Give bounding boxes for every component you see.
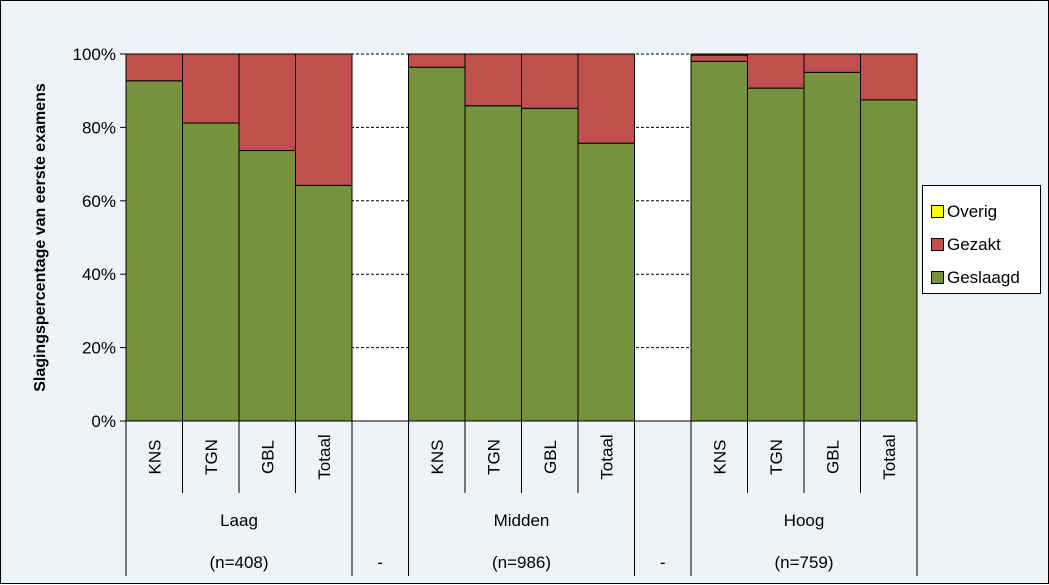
x-tick-label: GBL <box>823 440 842 474</box>
x-tick-label: TGN <box>767 439 786 475</box>
group-n-label: - <box>660 553 666 572</box>
y-tick-label: 0% <box>91 412 116 431</box>
bar-gezakt <box>238 53 296 152</box>
y-tick-label: 40% <box>82 265 116 284</box>
x-tick-label: Totaal <box>315 434 334 479</box>
legend-label-geslaagd: Geslaagd <box>947 267 1020 287</box>
group-label: Laag <box>220 511 258 530</box>
bar-geslaagd <box>747 87 805 422</box>
x-tick-label: KNS <box>428 440 447 475</box>
bar-geslaagd <box>577 142 635 422</box>
bar-geslaagd <box>464 105 522 422</box>
bar-gezakt <box>464 53 522 107</box>
bar-geslaagd <box>803 71 861 422</box>
bar-gezakt <box>521 53 579 109</box>
bar-geslaagd <box>295 184 353 422</box>
bar-geslaagd <box>408 66 466 422</box>
group-label: Midden <box>494 511 550 530</box>
bar-geslaagd <box>238 150 296 422</box>
legend-item-gezakt: Gezakt <box>923 228 1040 261</box>
y-tick-label: 80% <box>82 118 116 137</box>
bar-gezakt <box>125 53 183 82</box>
bar-gezakt <box>803 53 861 73</box>
bar-geslaagd <box>860 99 918 422</box>
group-n-label: (n=759) <box>774 553 833 572</box>
group-n-label: - <box>377 553 383 572</box>
bar-gezakt <box>747 53 805 89</box>
legend-label-overig: Overig <box>947 201 998 221</box>
bar-gezakt <box>690 54 748 62</box>
bar-gezakt <box>182 53 240 124</box>
bar-gezakt <box>295 53 353 186</box>
bar-geslaagd <box>521 107 579 422</box>
x-tick-label: Totaal <box>597 434 616 479</box>
bar-geslaagd <box>125 80 183 422</box>
y-tick-label: 20% <box>82 339 116 358</box>
x-tick-label: KNS <box>145 440 164 475</box>
bar-gezakt <box>408 53 466 68</box>
x-tick-label: TGN <box>484 439 503 475</box>
legend-swatch-geslaagd <box>931 271 944 284</box>
group-n-label: (n=986) <box>492 553 551 572</box>
legend-item-geslaagd: Geslaagd <box>923 261 1040 294</box>
bar-geslaagd <box>182 122 240 422</box>
x-tick-label: Totaal <box>880 434 899 479</box>
legend-swatch-gezakt <box>931 238 944 251</box>
y-tick-label: 100% <box>73 45 116 64</box>
bar-overig <box>690 53 748 56</box>
y-tick-label: 60% <box>82 192 116 211</box>
legend-item-overig: Overig <box>923 195 1040 228</box>
group-n-label: (n=408) <box>209 553 268 572</box>
legend-swatch-overig <box>931 205 944 218</box>
legend: Overig Gezakt Geslaagd <box>922 185 1041 294</box>
bar-gezakt <box>860 53 918 101</box>
y-axis-title: Slagingspercentage van eerste examens <box>32 83 49 392</box>
group-label: Hoog <box>784 511 825 530</box>
x-tick-label: GBL <box>541 440 560 474</box>
bar-geslaagd <box>690 60 748 422</box>
bar-gezakt <box>577 53 635 144</box>
x-tick-label: KNS <box>710 440 729 475</box>
legend-label-gezakt: Gezakt <box>947 234 1001 254</box>
x-tick-label: GBL <box>258 440 277 474</box>
x-tick-label: TGN <box>202 439 221 475</box>
